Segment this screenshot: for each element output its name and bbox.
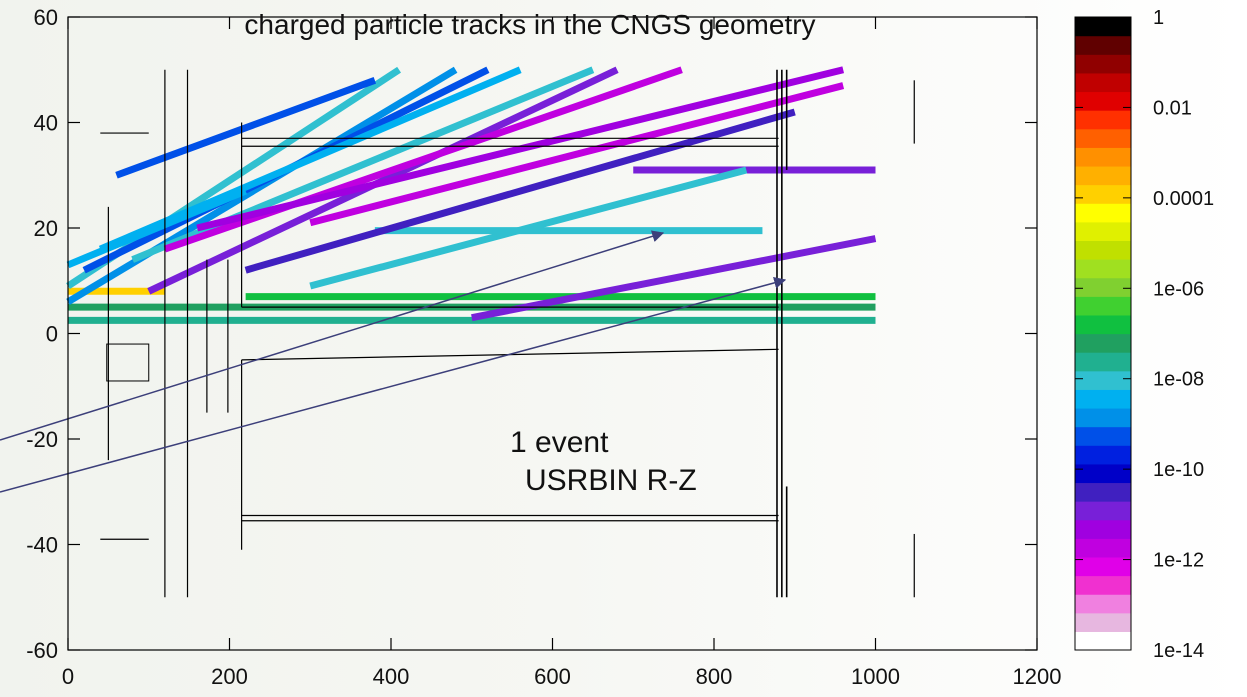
- colorbar-label: 1e-14: [1153, 640, 1204, 662]
- colorbar-swatch: [1075, 221, 1131, 242]
- annotation-event: 1 event: [510, 426, 609, 459]
- colorbar-swatch: [1075, 445, 1131, 465]
- arrow-2: [0, 277, 787, 493]
- colorbar-label: 1e-12: [1153, 550, 1204, 572]
- x-tick-label: 1000: [851, 664, 900, 689]
- colorbar-swatch: [1075, 17, 1131, 37]
- colorbar-swatch: [1075, 240, 1131, 260]
- box-detector: [106, 343, 150, 382]
- track-13: [196, 66, 845, 232]
- x-tick-label: 800: [696, 664, 733, 689]
- y-tick-label: -20: [26, 427, 58, 452]
- colorbar-swatch: [1075, 631, 1131, 651]
- colorbar-swatch: [1075, 184, 1131, 204]
- colorbar-frame: [1074, 16, 1132, 651]
- colorbar-swatch: [1075, 128, 1131, 148]
- colorbar-label: 1e-06: [1153, 278, 1204, 300]
- colorbar-label: 1e-10: [1153, 459, 1204, 481]
- colorbar-swatch: [1075, 463, 1131, 484]
- colorbar-swatch: [1075, 575, 1131, 595]
- colorbar-swatch: [1075, 296, 1131, 316]
- track-16: [471, 235, 877, 322]
- colorbar-swatch: [1075, 556, 1131, 577]
- annotation-arrows: [0, 230, 787, 493]
- colorbar-swatch: [1075, 612, 1131, 632]
- colorbar-swatch: [1075, 277, 1131, 297]
- track-18: [115, 77, 377, 179]
- colorbar-swatch: [1075, 147, 1131, 167]
- colorbar-swatch: [1075, 594, 1131, 614]
- x-tick-label: 600: [534, 664, 571, 689]
- track-12: [163, 66, 683, 253]
- colorbar-swatch: [1075, 35, 1131, 55]
- chart-title: charged particle tracks in the CNGS geom…: [244, 9, 815, 40]
- colorbar-label: 1: [1153, 7, 1164, 29]
- colorbar-swatch: [1075, 91, 1131, 111]
- tracks-layer: [66, 66, 877, 324]
- colorbar-label: 0.01: [1153, 97, 1192, 119]
- colorbar-swatch: [1075, 482, 1131, 502]
- colorbar-swatch: [1075, 54, 1131, 74]
- colorbar-swatch: [1075, 333, 1131, 353]
- x-tick-label: 200: [211, 664, 248, 689]
- track-17: [309, 82, 845, 227]
- x-tick-label: 0: [62, 664, 74, 689]
- colorbar-swatch: [1075, 389, 1131, 409]
- y-tick-label: 20: [34, 216, 58, 241]
- colorbar-swatch: [1075, 501, 1131, 521]
- colorbar-swatch: [1075, 538, 1131, 558]
- geometry-outline: [100, 69, 915, 598]
- x-tick-label: 400: [373, 664, 410, 689]
- colorbar-swatch: [1075, 407, 1131, 428]
- colorbar-label: 0.0001: [1153, 188, 1214, 210]
- colorbar-swatch: [1075, 165, 1131, 186]
- y-tick-label: 40: [34, 111, 58, 136]
- colorbar-label: 1e-08: [1153, 369, 1204, 391]
- x-tick-label: 1200: [1013, 664, 1062, 689]
- colorbar-swatch: [1075, 72, 1131, 93]
- track-15: [309, 166, 748, 290]
- colorbar: 1e-14 1e-12 1e-10 1e-08 1e-06 0.0001 0.01 1: [1074, 7, 1214, 662]
- colorbar-swatch: [1075, 314, 1131, 335]
- y-tick-label: -40: [26, 533, 58, 558]
- colorbar-swatch: [1075, 259, 1131, 279]
- colorbar-swatch: [1075, 110, 1131, 130]
- arrow-1: [0, 230, 665, 441]
- axis-ticks: 0 200 400 600 800 1000 1200 -60 -40 -20 0 20 40 60: [26, 5, 1061, 689]
- track-19: [66, 187, 247, 269]
- colorbar-swatch: [1075, 519, 1131, 539]
- y-tick-label: -60: [26, 638, 58, 663]
- y-tick-label: 60: [34, 5, 58, 30]
- colorbar-swatch: [1075, 370, 1131, 390]
- colorbar-swatch: [1075, 203, 1131, 223]
- colorbar-swatch: [1075, 352, 1131, 372]
- colorbar-swatch: [1075, 426, 1131, 446]
- y-tick-label: 0: [46, 322, 58, 347]
- annotation-usrbin: USRBIN R-Z: [525, 464, 697, 497]
